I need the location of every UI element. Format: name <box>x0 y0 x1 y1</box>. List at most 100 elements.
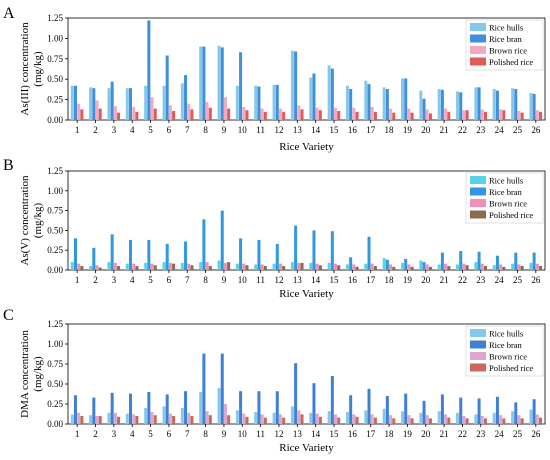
x-tick-label: 3 <box>112 125 117 135</box>
bar-brown-rice <box>260 108 264 120</box>
x-tick-label: 15 <box>330 125 340 135</box>
bar-rice-hulls <box>401 262 405 270</box>
x-tick-label: 9 <box>222 275 227 285</box>
bar-rice-hulls <box>144 408 148 424</box>
x-tick-label: 16 <box>348 275 358 285</box>
x-tick-label: 10 <box>238 125 248 135</box>
bar-rice-hulls <box>327 65 331 120</box>
bar-polished-rice <box>282 111 286 120</box>
bar-brown-rice <box>499 415 503 424</box>
bar-rice-hulls <box>180 408 184 424</box>
bar-rice-hulls <box>419 412 423 424</box>
x-tick-label: 18 <box>385 429 395 439</box>
y-tick-label: 1.00 <box>47 339 63 349</box>
x-tick-label: 4 <box>130 125 135 135</box>
bar-rice-hulls <box>217 260 221 270</box>
bar-rice-bran <box>330 231 334 270</box>
y-axis-title-line: (mg/kg) <box>32 51 44 87</box>
bar-rice-hulls <box>290 406 294 424</box>
bar-rice-hulls <box>401 411 405 424</box>
bar-rice-hulls <box>162 85 166 120</box>
bar-brown-rice <box>278 414 282 424</box>
x-tick-label: 14 <box>311 275 321 285</box>
x-tick-label: 6 <box>167 125 172 135</box>
bar-rice-bran <box>459 92 463 120</box>
bar-rice-bran <box>294 363 298 424</box>
bar-rice-hulls <box>162 262 166 270</box>
bar-rice-bran <box>275 391 279 424</box>
bar-polished-rice <box>190 416 194 424</box>
bar-rice-bran <box>404 78 408 120</box>
bar-polished-rice <box>392 418 396 424</box>
bar-brown-rice <box>77 263 81 270</box>
bar-rice-bran <box>532 93 536 120</box>
bar-rice-bran <box>129 88 133 120</box>
bar-rice-hulls <box>364 410 368 424</box>
bar-rice-hulls <box>327 411 331 424</box>
x-tick-label: 10 <box>238 275 248 285</box>
x-axis-title: Rice Variety <box>279 141 334 153</box>
bar-polished-rice <box>245 416 249 424</box>
bar-polished-rice <box>483 266 487 270</box>
bar-brown-rice <box>352 414 356 424</box>
legend-label: Polished rice <box>489 210 533 220</box>
y-axis-title-line: (mg/kg) <box>32 202 44 238</box>
bar-polished-rice <box>410 418 414 424</box>
x-tick-label: 19 <box>403 275 413 285</box>
bar-brown-rice <box>480 263 484 270</box>
bar-brown-rice <box>517 111 521 120</box>
plot-frame <box>67 323 546 425</box>
bar-brown-rice <box>535 414 539 424</box>
bar-rice-bran <box>367 388 371 424</box>
bar-brown-rice <box>370 414 374 424</box>
bar-polished-rice <box>337 417 341 424</box>
legend-swatch <box>470 210 486 219</box>
bar-polished-rice <box>263 417 267 424</box>
bar-polished-rice <box>98 108 102 120</box>
bar-rice-hulls <box>199 46 203 121</box>
bar-rice-bran <box>349 88 353 120</box>
bar-brown-rice <box>113 412 117 424</box>
x-tick-label: 25 <box>513 429 523 439</box>
y-tick-label: 0.25 <box>47 95 63 105</box>
bar-brown-rice <box>480 109 484 120</box>
bar-polished-rice <box>483 418 487 424</box>
bar-polished-rice <box>465 110 469 120</box>
bar-brown-rice <box>205 411 209 424</box>
bar-rice-hulls <box>125 88 129 120</box>
bar-brown-rice <box>150 263 154 270</box>
legend-swatch <box>470 329 486 337</box>
y-tick-label: 1.00 <box>47 33 63 43</box>
bar-rice-bran <box>422 262 426 270</box>
bar-brown-rice <box>444 263 448 270</box>
bar-brown-rice <box>352 264 356 270</box>
bar-brown-rice <box>535 263 539 270</box>
bar-brown-rice <box>315 263 319 270</box>
x-tick-label: 18 <box>385 275 395 285</box>
bar-rice-hulls <box>382 408 386 424</box>
bar-brown-rice <box>205 102 209 120</box>
bar-polished-rice <box>465 265 469 270</box>
x-tick-label: 10 <box>238 429 248 439</box>
y-tick-label: 0.75 <box>47 54 63 64</box>
bar-rice-hulls <box>217 388 221 424</box>
x-tick-label: 22 <box>458 275 467 285</box>
x-tick-label: 7 <box>185 429 190 439</box>
bar-rice-bran <box>257 391 261 424</box>
bar-polished-rice <box>465 418 469 424</box>
bar-rice-bran <box>147 20 151 121</box>
bar-polished-rice <box>428 418 432 424</box>
bar-rice-bran <box>477 87 481 120</box>
x-tick-label: 26 <box>531 275 541 285</box>
y-tick-label: 0.25 <box>47 399 63 409</box>
bar-rice-bran <box>73 238 77 270</box>
bar-rice-hulls <box>492 265 496 270</box>
x-tick-label: 9 <box>222 125 227 135</box>
bar-rice-bran <box>165 55 169 121</box>
legend-label: Brown rice <box>489 199 527 209</box>
bar-rice-hulls <box>474 262 478 270</box>
x-tick-label: 5 <box>148 429 153 439</box>
legend-swatch <box>470 34 486 43</box>
bar-rice-bran <box>110 81 114 120</box>
